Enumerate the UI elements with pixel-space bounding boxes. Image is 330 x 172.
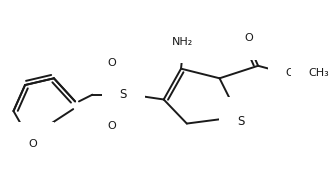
Text: O: O [244, 33, 253, 43]
Text: O: O [285, 68, 294, 78]
Text: CH₃: CH₃ [308, 68, 329, 78]
Text: O: O [107, 121, 116, 131]
Text: S: S [237, 115, 245, 128]
Text: NH₂: NH₂ [172, 37, 194, 47]
Text: S: S [119, 88, 127, 101]
Text: O: O [107, 58, 116, 68]
Text: O: O [28, 139, 37, 149]
